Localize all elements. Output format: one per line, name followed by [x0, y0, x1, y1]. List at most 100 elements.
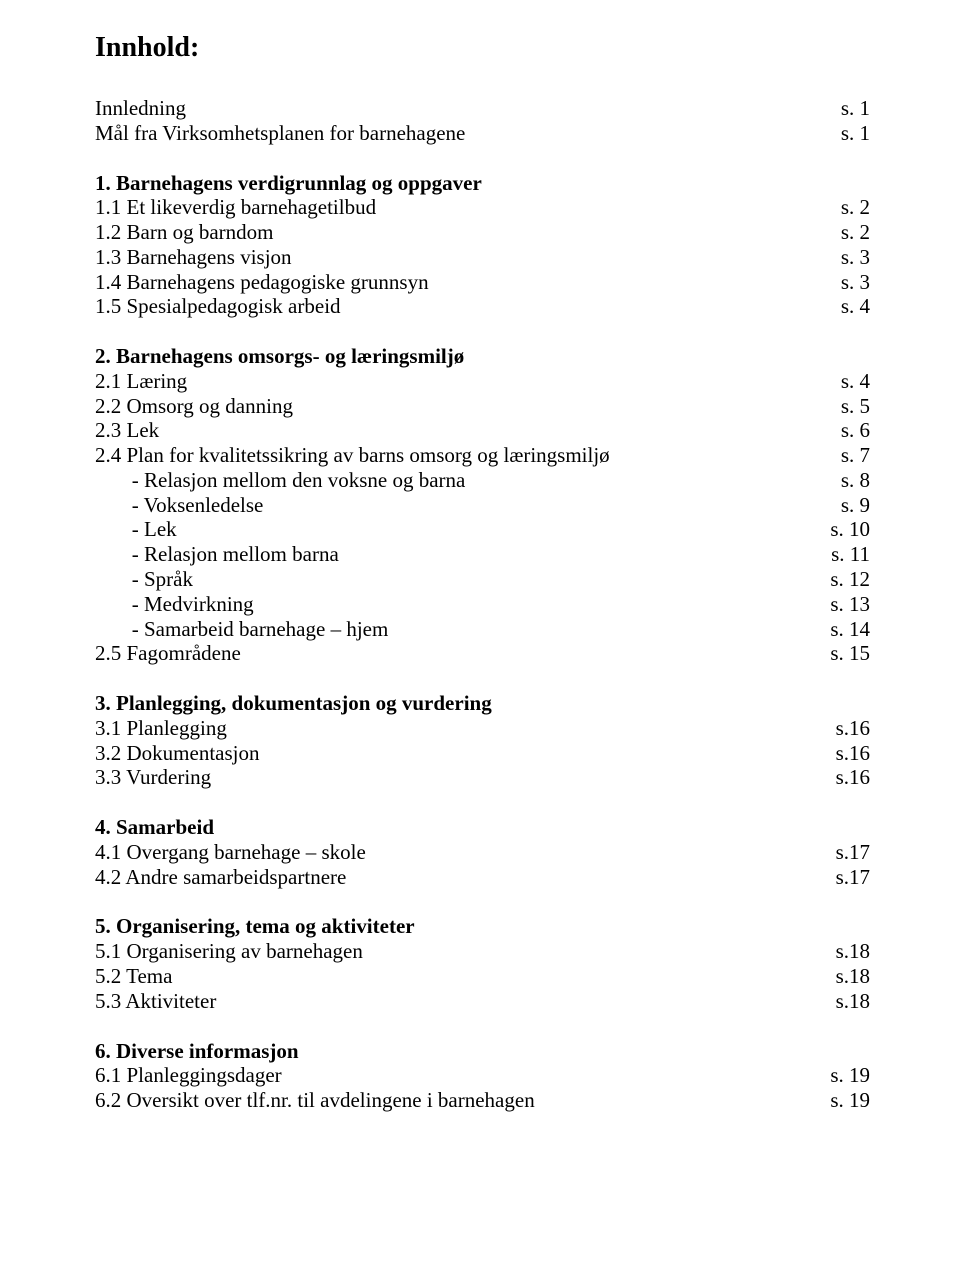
toc-page-number: s. 1 [829, 121, 870, 146]
toc-row: 5. Organisering, tema og aktiviteter [95, 914, 870, 939]
toc-row: 5.2 Tema s.18 [95, 964, 870, 989]
toc-page-number: s.16 [824, 716, 870, 741]
toc-label: 2.4 Plan for kvalitetssikring av barns o… [95, 443, 610, 468]
toc-row: 3.3 Vurdering s.16 [95, 765, 870, 790]
toc-page-number [858, 914, 870, 939]
toc-page-number: s.16 [824, 741, 870, 766]
toc-label: 2.1 Læring [95, 369, 187, 394]
toc-page-number: s.18 [824, 964, 870, 989]
toc-row: - Relasjon mellom den voksne og barnas. … [95, 468, 870, 493]
toc-label: 4.1 Overgang barnehage – skole [95, 840, 366, 865]
toc-row: 4.2 Andre samarbeidspartnere s.17 [95, 865, 870, 890]
toc-label: 5. Organisering, tema og aktiviteter [95, 914, 415, 939]
toc-label: 3.3 Vurdering [95, 765, 211, 790]
toc-label: - Medvirkning [95, 592, 254, 617]
toc-label: 6.2 Oversikt over tlf.nr. til avdelingen… [95, 1088, 535, 1113]
toc-row: 1.2 Barn og barndom s. 2 [95, 220, 870, 245]
toc-page-number [858, 344, 870, 369]
toc-page-number: s. 4 [829, 294, 870, 319]
toc-row: Mål fra Virksomhetsplanen for barnehagen… [95, 121, 870, 146]
toc-page-number: s. 1 [829, 96, 870, 121]
toc-row: 2.5 Fagområdenes. 15 [95, 641, 870, 666]
toc-row: 1.1 Et likeverdig barnehagetilbuds. 2 [95, 195, 870, 220]
toc-label: 5.3 Aktiviteter [95, 989, 216, 1014]
toc-row: 2.2 Omsorg og dannings. 5 [95, 394, 870, 419]
blank-line [95, 1014, 870, 1039]
toc-label: 4.2 Andre samarbeidspartnere [95, 865, 346, 890]
toc-page-number: s.16 [824, 765, 870, 790]
toc-label: - Språk [95, 567, 193, 592]
toc-label: Innledning [95, 96, 186, 121]
toc-page-number: s.18 [824, 939, 870, 964]
toc-label: 4. Samarbeid [95, 815, 214, 840]
toc-row: 4. Samarbeid [95, 815, 870, 840]
toc-row: 1.4 Barnehagens pedagogiske grunnsyn s. 3 [95, 270, 870, 295]
toc-page-number: s. 10 [818, 517, 870, 542]
toc-row: - Samarbeid barnehage – hjems. 14 [95, 617, 870, 642]
toc-label: 6. Diverse informasjon [95, 1039, 299, 1064]
toc-page-number [858, 815, 870, 840]
toc-row: - Språk s. 12 [95, 567, 870, 592]
toc-label: 6.1 Planleggingsdager [95, 1063, 282, 1088]
toc-page-number: s.18 [824, 989, 870, 1014]
toc-label: - Relasjon mellom den voksne og barna [95, 468, 465, 493]
blank-line [95, 889, 870, 914]
toc-page-number: s. 6 [829, 418, 870, 443]
blank-line [95, 319, 870, 344]
toc-page-number: s.17 [824, 840, 870, 865]
toc-row: 2.1 Læring s. 4 [95, 369, 870, 394]
toc-page-number: s. 2 [829, 220, 870, 245]
toc-page-number: s. 3 [829, 245, 870, 270]
toc-page-number: s. 3 [829, 270, 870, 295]
toc-label: 1.2 Barn og barndom [95, 220, 273, 245]
toc-page-number: s. 12 [818, 567, 870, 592]
document-page: Innhold: Innledning s. 1 Mål fra Virksomhe… [0, 0, 960, 1285]
blank-line [95, 146, 870, 171]
page-title: Innhold: [95, 32, 870, 64]
toc-row: - Voksenledelse s. 9 [95, 493, 870, 518]
toc-label: 5.2 Tema [95, 964, 172, 989]
toc-label: 1.4 Barnehagens pedagogiske grunnsyn [95, 270, 429, 295]
toc-row: - Relasjon mellom barna s. 11 [95, 542, 870, 567]
toc-row: 6.1 Planleggingsdager s. 19 [95, 1063, 870, 1088]
toc-row: 3. Planlegging, dokumentasjon og vurderi… [95, 691, 870, 716]
toc-label: 2.2 Omsorg og danning [95, 394, 293, 419]
toc-row: 1.3 Barnehagens visjons. 3 [95, 245, 870, 270]
toc-page-number: s. 15 [818, 641, 870, 666]
toc-page-number: s. 14 [818, 617, 870, 642]
toc-row: Innledning s. 1 [95, 96, 870, 121]
blank-line [95, 666, 870, 691]
toc-row: 3.2 Dokumentasjon s.16 [95, 741, 870, 766]
toc-row: 1.5 Spesialpedagogisk arbeid s. 4 [95, 294, 870, 319]
toc-page-number: s. 9 [829, 493, 870, 518]
toc-label: 1.5 Spesialpedagogisk arbeid [95, 294, 341, 319]
toc-row: 5.1 Organisering av barnehagens.18 [95, 939, 870, 964]
toc-label: - Voksenledelse [95, 493, 263, 518]
toc-page-number: s. 19 [818, 1063, 870, 1088]
toc-row: 5.3 Aktiviteter s.18 [95, 989, 870, 1014]
toc-page-number [858, 171, 870, 196]
toc-row: 2.4 Plan for kvalitetssikring av barns o… [95, 443, 870, 468]
toc-row: 2. Barnehagens omsorgs- og læringsmiljø [95, 344, 870, 369]
toc-row: 3.1 Planleggings.16 [95, 716, 870, 741]
toc-label: 1. Barnehagens verdigrunnlag og oppgaver [95, 171, 482, 196]
toc-label: 3. Planlegging, dokumentasjon og vurderi… [95, 691, 492, 716]
toc-row: 6. Diverse informasjon [95, 1039, 870, 1064]
toc-page-number: s.17 [824, 865, 870, 890]
toc-label: - Relasjon mellom barna [95, 542, 339, 567]
toc-label: Mål fra Virksomhetsplanen for barnehagen… [95, 121, 465, 146]
toc-page-number: s. 11 [819, 542, 870, 567]
toc-row: 4.1 Overgang barnehage – skole s.17 [95, 840, 870, 865]
toc-page-number [858, 1039, 870, 1064]
toc-row: 6.2 Oversikt over tlf.nr. til avdelingen… [95, 1088, 870, 1113]
toc-page-number: s. 4 [829, 369, 870, 394]
toc-row: - Lek s. 10 [95, 517, 870, 542]
toc-label: 1.1 Et likeverdig barnehagetilbud [95, 195, 376, 220]
toc-label: 2.3 Lek [95, 418, 159, 443]
toc-page-number: s. 19 [818, 1088, 870, 1113]
toc-label: - Lek [95, 517, 177, 542]
toc-row: 1. Barnehagens verdigrunnlag og oppgaver [95, 171, 870, 196]
toc-label: 3.2 Dokumentasjon [95, 741, 259, 766]
toc-page-number [858, 691, 870, 716]
toc-page-number: s. 13 [818, 592, 870, 617]
